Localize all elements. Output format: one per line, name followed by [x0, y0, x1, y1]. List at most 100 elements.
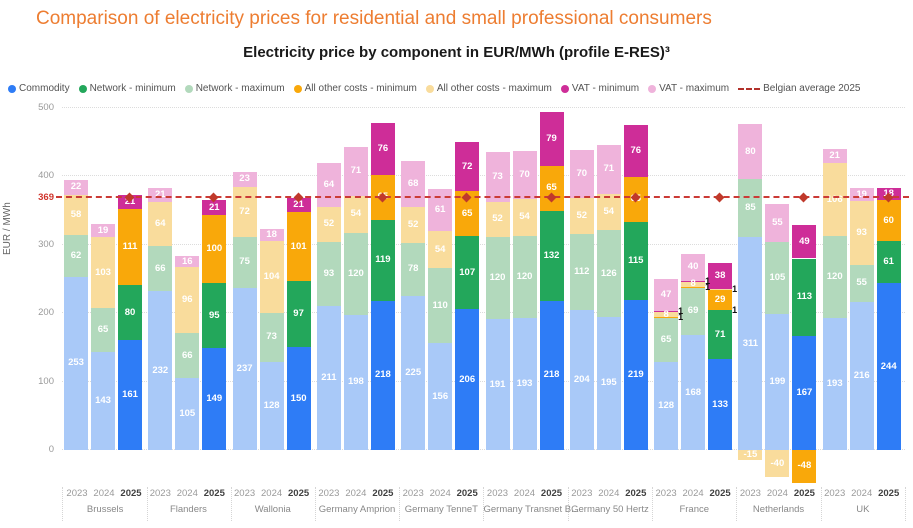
legend-item-other_max[interactable]: All other costs - maximum [425, 83, 552, 94]
bar-segment-commodity_light[interactable] [485, 319, 510, 450]
bar-segment-other_max[interactable] [428, 231, 453, 269]
bar-segment-network_max[interactable] [64, 234, 88, 277]
bar-segment-network_max[interactable] [148, 246, 173, 292]
bar-segment-commodity_light[interactable] [654, 362, 679, 450]
bar-segment-network_max[interactable] [681, 287, 706, 336]
bar-uk-2024[interactable]: 216 55 93 19 [849, 108, 874, 485]
bar-segment-network_max[interactable] [654, 318, 679, 363]
bar-segment-other_min[interactable] [792, 450, 817, 483]
bar-segment-other_max[interactable] [765, 450, 790, 478]
bar-segment-vat_max[interactable] [232, 171, 257, 188]
bar-segment-vat_max[interactable] [485, 151, 510, 202]
bar-segment-commodity_light[interactable] [343, 314, 368, 450]
bar-segment-other_max[interactable] [175, 267, 200, 334]
bar-segment-other_max[interactable] [91, 237, 115, 308]
bar-segment-other_min[interactable] [876, 200, 901, 242]
bar-segment-commodity_light[interactable] [765, 313, 790, 450]
bar-segment-other_min[interactable] [539, 166, 564, 211]
bar-segment-other_max[interactable] [232, 187, 257, 237]
bar-segment-vat_min[interactable] [623, 125, 648, 178]
bar-segment-commodity[interactable] [623, 300, 648, 450]
bar-segment-vat_max[interactable] [316, 162, 341, 207]
bar-segment-commodity[interactable] [118, 339, 142, 450]
bar-segment-other_min[interactable] [654, 317, 679, 318]
bar-segment-other_min[interactable] [286, 211, 311, 282]
bar-segment-network_min[interactable] [708, 310, 733, 360]
bar-segment-network_max[interactable] [765, 242, 790, 314]
bar-segment-vat_min[interactable] [539, 112, 564, 167]
bar-uk-2025[interactable]: 244616018 [876, 108, 901, 485]
bar-germany-amprion-2023[interactable]: 211 93 52 64 [316, 108, 341, 485]
bar-germany-transnet-b--2023[interactable]: 191 120 52 73 [485, 108, 510, 485]
bar-netherlands-2023[interactable]: 311 85 80 -15 [738, 108, 763, 485]
bar-segment-other_max[interactable] [849, 201, 874, 265]
bar-segment-vat_min[interactable] [286, 197, 311, 212]
bar-segment-network_max[interactable] [91, 307, 115, 353]
bar-segment-network_max[interactable] [316, 242, 341, 306]
bar-segment-vat_max[interactable] [343, 147, 368, 196]
bar-segment-network_max[interactable] [343, 232, 368, 315]
bar-segment-vat_max[interactable] [822, 149, 847, 164]
bar-segment-commodity[interactable] [708, 359, 733, 450]
bar-segment-vat_max[interactable] [596, 144, 621, 194]
bar-segment-commodity_light[interactable] [91, 352, 115, 450]
bar-segment-other_max[interactable] [738, 450, 763, 461]
bar-segment-commodity_light[interactable] [822, 318, 847, 450]
bar-germany-amprion-2025[interactable]: 2181196576 [370, 108, 395, 485]
bar-germany-50-hertz-2023[interactable]: 204 112 52 70 [569, 108, 594, 485]
bar-segment-commodity_light[interactable] [681, 335, 706, 450]
bar-flanders-2023[interactable]: 232 66 64 21 [148, 108, 173, 485]
bar-segment-commodity_light[interactable] [401, 296, 426, 450]
bar-segment-network_max[interactable] [596, 230, 621, 317]
bar-segment-other_min[interactable] [708, 289, 733, 310]
bar-segment-other_max[interactable] [401, 207, 426, 243]
bar-segment-other_max[interactable] [708, 288, 733, 290]
bar-segment-network_min[interactable] [623, 221, 648, 301]
legend-item-reference[interactable]: Belgian average 2025 [738, 83, 860, 94]
legend-item-network_max[interactable]: Network - maximum [184, 83, 285, 94]
bar-germany-tennet-2024[interactable]: 156 110 54 61 [428, 108, 453, 485]
bar-segment-vat_max[interactable] [681, 253, 706, 282]
bar-segment-vat_max[interactable] [175, 256, 200, 268]
bar-segment-other_max[interactable] [148, 202, 173, 247]
bar-segment-commodity[interactable] [539, 300, 564, 450]
bar-segment-network_min[interactable] [118, 285, 142, 340]
bar-germany-50-hertz-2025[interactable]: 2191156576 [623, 108, 648, 485]
bar-segment-other_max[interactable] [485, 201, 510, 238]
bar-segment-other_max[interactable] [343, 195, 368, 233]
bar-netherlands-2025[interactable]: 167 113 49 -48 [792, 108, 817, 485]
bar-segment-vat_max[interactable] [654, 279, 679, 312]
bar-segment-vat_max[interactable] [765, 204, 790, 243]
bar-brussels-2023[interactable]: 253 62 58 22 [64, 108, 88, 485]
bar-segment-other_max[interactable] [569, 198, 594, 234]
bar-segment-other_min[interactable] [202, 214, 227, 284]
bar-segment-vat_min[interactable] [681, 280, 706, 282]
bar-segment-other_max[interactable] [654, 311, 679, 318]
bar-segment-network_min[interactable] [286, 281, 311, 348]
bar-segment-commodity_light[interactable] [232, 287, 257, 450]
bar-segment-network_min[interactable] [455, 235, 480, 310]
bar-segment-network_max[interactable] [428, 268, 453, 344]
bar-segment-network_max[interactable] [232, 236, 257, 288]
bar-germany-tennet-2023[interactable]: 225 78 52 68 [401, 108, 426, 485]
bar-segment-vat_max[interactable] [148, 188, 173, 203]
bar-segment-other_max[interactable] [316, 206, 341, 243]
bar-segment-other_max[interactable] [64, 194, 88, 235]
bar-segment-vat_max[interactable] [401, 160, 426, 208]
bar-segment-network_max[interactable] [569, 233, 594, 311]
bar-segment-network_min[interactable] [792, 258, 817, 336]
bar-segment-vat_max[interactable] [259, 229, 284, 242]
bar-brussels-2025[interactable]: 1618011121 [118, 108, 142, 485]
legend-item-other_min[interactable]: All other costs - minimum [293, 83, 417, 94]
bar-segment-vat_max[interactable] [569, 150, 594, 199]
bar-france-2023[interactable]: 128 65 1 8 1 47 [654, 108, 683, 485]
bar-segment-commodity[interactable] [792, 335, 817, 450]
bar-segment-commodity_light[interactable] [596, 316, 621, 450]
bar-uk-2023[interactable]: 193 120 106 21 [822, 108, 847, 485]
bar-segment-network_min[interactable] [876, 241, 901, 284]
bar-segment-commodity[interactable] [370, 300, 395, 450]
bar-segment-other_min[interactable] [681, 286, 706, 288]
bar-germany-transnet-b--2024[interactable]: 193 120 54 70 [512, 108, 537, 485]
bar-segment-commodity_light[interactable] [175, 378, 200, 450]
bar-segment-commodity_light[interactable] [849, 302, 874, 450]
